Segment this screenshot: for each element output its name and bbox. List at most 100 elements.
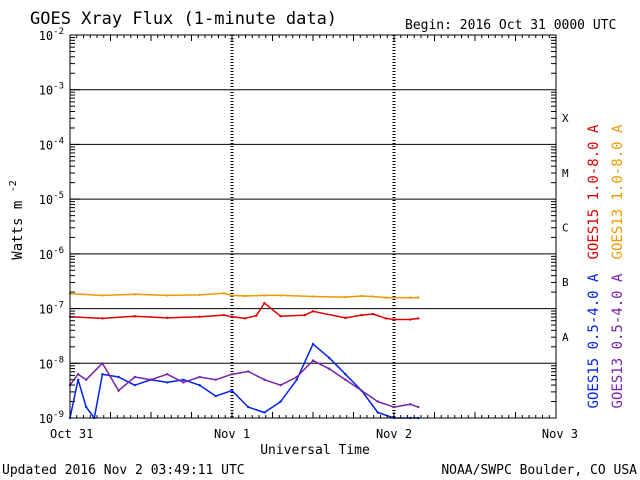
data-point-goes13-1-0-8-0-a [243,294,247,298]
data-point-goes15-1-0-8-0-a [243,317,247,320]
series-layer [68,292,420,420]
grid [70,35,556,418]
y-tick-label: 10-6 [39,246,64,262]
data-point-goes13-0-5-4-0-a [392,405,396,409]
data-point-goes15-0-5-4-0-a [263,411,266,414]
data-point-goes13-0-5-4-0-a [198,375,201,379]
data-point-goes15-0-5-4-0-a [214,394,217,398]
data-point-goes15-0-5-4-0-a [76,378,80,381]
data-point-goes13-1-0-8-0-a [371,295,375,298]
flare-class-x: X [562,112,569,125]
x-tick-label: Oct 31 [50,427,93,441]
data-point-goes13-0-5-4-0-a [247,370,250,373]
data-point-goes13-0-5-4-0-a [85,378,88,381]
data-point-goes15-1-0-8-0-a [166,316,169,320]
data-point-goes15-0-5-4-0-a [328,356,331,360]
data-point-goes15-1-0-8-0-a [133,315,136,318]
y-tick-label: 10-8 [39,355,64,371]
data-point-goes15-1-0-8-0-a [371,312,375,316]
x-tick-label: Nov 3 [542,427,578,441]
data-point-goes13-1-0-8-0-a [222,292,226,295]
data-point-goes15-1-0-8-0-a [303,313,307,317]
data-point-goes15-1-0-8-0-a [255,314,258,317]
data-point-goes13-1-0-8-0-a [279,294,282,297]
data-point-goes15-0-5-4-0-a [247,405,250,409]
data-point-goes15-0-5-4-0-a [85,405,88,409]
data-point-goes13-0-5-4-0-a [409,403,412,406]
data-point-goes13-0-5-4-0-a [182,381,185,384]
y-tick-label: 10-2 [39,27,64,43]
data-point-goes15-1-0-8-0-a [409,318,412,321]
data-point-goes15-1-0-8-0-a [222,313,226,317]
data-point-goes13-0-5-4-0-a [76,373,80,376]
x-tick-label: Nov 1 [214,427,250,441]
data-point-goes13-1-0-8-0-a [360,294,363,298]
data-point-goes15-1-0-8-0-a [360,313,363,317]
data-point-goes15-1-0-8-0-a [230,315,234,318]
data-point-goes13-0-5-4-0-a [149,378,153,381]
data-point-goes15-0-5-4-0-a [117,375,120,379]
data-point-goes15-1-0-8-0-a [263,301,266,305]
updated-timestamp: Updated 2016 Nov 2 03:49:11 UTC [2,463,245,478]
data-point-goes15-0-5-4-0-a [295,378,298,381]
axes [69,34,557,419]
data-point-goes13-0-5-4-0-a [311,359,315,362]
data-point-goes13-1-0-8-0-a [263,294,266,297]
data-point-goes13-1-0-8-0-a [344,295,347,299]
data-point-goes13-0-5-4-0-a [117,389,120,392]
legend-goes13-1-0-8-0-a: GOES13 1.0-8.0 A [610,124,626,259]
data-point-goes15-0-5-4-0-a [311,342,315,346]
labels: 10-9 10-8 10-7 10-6 10-5 10-4 10-3 10-2 Oct 31 No… [2,9,637,478]
data-point-goes15-1-0-8-0-a [392,318,396,321]
data-point-goes15-0-5-4-0-a [133,383,136,387]
x-tick-label: Nov 2 [376,427,412,441]
data-point-goes15-0-5-4-0-a [198,383,201,387]
data-point-goes13-0-5-4-0-a [328,367,331,370]
data-point-goes15-0-5-4-0-a [344,373,347,376]
data-point-goes15-0-5-4-0-a [230,389,234,392]
data-point-goes15-1-0-8-0-a [417,317,420,320]
plot-frame [69,34,557,419]
y-axis-label: Watts m -2 [8,180,26,259]
flare-class-c: C [562,222,569,235]
legend-goes13-0-5-4-0-a: GOES13 0.5-4.0 A [610,273,626,408]
data-point-goes13-0-5-4-0-a [214,378,217,381]
data-point-goes13-0-5-4-0-a [230,373,234,376]
data-point-goes15-0-5-4-0-a [166,381,169,384]
y-tick-label: 10-7 [39,301,64,317]
credit-label: NOAA/SWPC Boulder, CO USA [441,463,637,478]
data-point-goes15-1-0-8-0-a [384,317,388,320]
flare-class-a: A [562,331,569,344]
data-point-goes13-1-0-8-0-a [198,293,201,297]
chart-title: GOES Xray Flux (1-minute data) [30,9,337,29]
data-point-goes13-0-5-4-0-a [360,389,363,392]
series-line-goes15-1-0-8-0-a [69,302,419,321]
data-point-goes15-1-0-8-0-a [101,317,104,320]
flare-class-m: M [562,167,569,180]
data-point-goes13-1-0-8-0-a [133,293,136,296]
data-point-goes15-1-0-8-0-a [279,315,282,318]
y-tick-label: 10-9 [39,410,64,426]
data-point-goes15-1-0-8-0-a [311,310,315,313]
data-point-goes15-1-0-8-0-a [344,316,347,320]
data-point-goes13-0-5-4-0-a [263,378,266,381]
data-point-goes15-0-5-4-0-a [376,411,379,414]
data-point-goes13-1-0-8-0-a [384,296,388,299]
legend-goes15-1-0-8-0-a: GOES15 1.0-8.0 A [586,124,602,259]
y-tick-label: 10-5 [39,191,64,207]
data-point-goes13-0-5-4-0-a [101,362,104,365]
data-point-goes15-0-5-4-0-a [279,400,282,403]
data-point-goes13-0-5-4-0-a [279,383,282,387]
data-point-goes15-0-5-4-0-a [182,378,185,381]
data-point-goes13-1-0-8-0-a [166,294,169,297]
data-point-goes13-0-5-4-0-a [166,373,169,376]
legend-goes15-0-5-4-0-a: GOES15 0.5-4.0 A [586,273,602,408]
y-tick-label: 10-3 [39,82,64,98]
data-point-goes15-1-0-8-0-a [198,315,201,318]
series-line-goes13-0-5-4-0-a [69,359,419,408]
data-point-goes13-0-5-4-0-a [376,400,379,403]
data-point-goes15-0-5-4-0-a [101,373,104,376]
data-point-goes13-0-5-4-0-a [344,378,347,381]
data-point-goes13-0-5-4-0-a [133,375,136,379]
